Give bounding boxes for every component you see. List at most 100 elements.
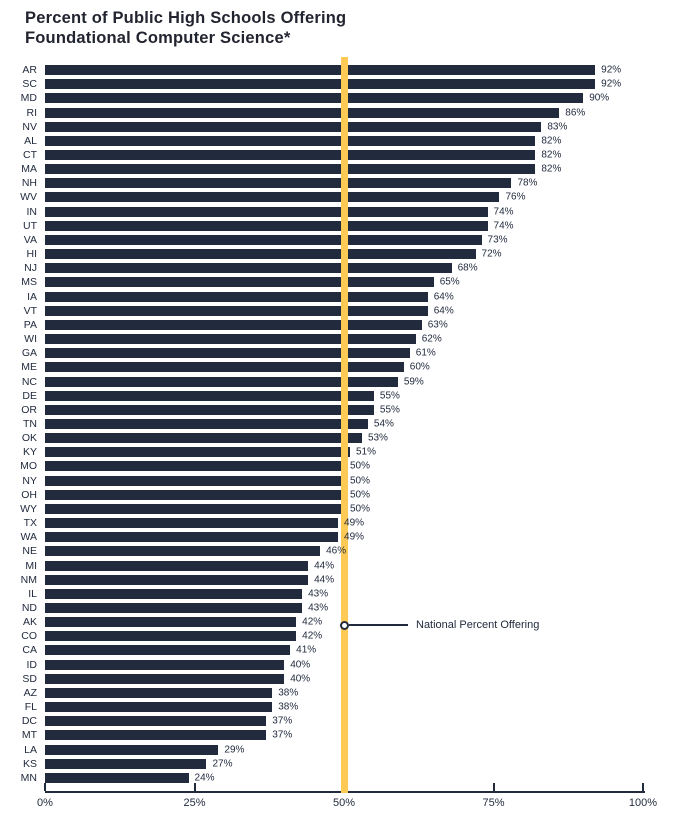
bar-row: MA 82% — [0, 162, 674, 176]
bar — [45, 673, 285, 684]
value-label: 86% — [565, 107, 586, 119]
value-label: 61% — [415, 347, 436, 359]
value-label: 40% — [290, 659, 311, 671]
state-label: MS — [21, 276, 37, 289]
bar-row: DC 37% — [0, 714, 674, 728]
value-label: 24% — [194, 772, 215, 784]
bar-row: MO 50% — [0, 459, 674, 473]
bar-row: LA 29% — [0, 743, 674, 757]
bar-row: KS 27% — [0, 757, 674, 771]
bar-row: WA 49% — [0, 530, 674, 544]
state-label: WY — [20, 502, 37, 515]
bar-row: IL 43% — [0, 587, 674, 601]
value-label: 64% — [433, 305, 454, 317]
bar — [45, 390, 374, 401]
bar — [45, 418, 368, 429]
value-label: 50% — [350, 460, 371, 472]
bar — [45, 645, 291, 656]
bar — [45, 546, 321, 557]
state-label: HI — [26, 248, 38, 261]
value-label: 50% — [350, 489, 371, 501]
bar-row: OK 53% — [0, 431, 674, 445]
bar-row: NJ 68% — [0, 261, 674, 275]
value-label: 43% — [308, 602, 329, 614]
national-percent-reference-line — [340, 57, 348, 793]
state-label: WV — [20, 191, 37, 204]
bar — [45, 206, 488, 217]
bar — [45, 135, 536, 146]
bar-row: VA 73% — [0, 233, 674, 247]
x-axis-tick — [193, 783, 196, 791]
value-label: 49% — [344, 517, 365, 529]
bar — [45, 603, 303, 614]
bar-row: CO 42% — [0, 629, 674, 643]
x-axis-tick-label: 0% — [37, 797, 53, 809]
state-label: NJ — [24, 262, 37, 275]
bar-row: TX 49% — [0, 516, 674, 530]
value-label: 50% — [350, 475, 371, 487]
bar-row: WI 62% — [0, 332, 674, 346]
x-axis-tick — [44, 783, 46, 791]
bar-row: IA 64% — [0, 290, 674, 304]
state-label: TN — [23, 417, 37, 430]
state-label: TX — [23, 517, 37, 530]
state-label: CO — [21, 630, 37, 643]
value-label: 62% — [421, 333, 442, 345]
state-label: NY — [22, 474, 37, 487]
state-label: NE — [22, 545, 37, 558]
bar — [45, 447, 350, 458]
value-label: 43% — [308, 588, 329, 600]
state-label: MI — [25, 559, 37, 572]
bar-row: RI 86% — [0, 105, 674, 119]
state-label: AL — [24, 134, 37, 147]
bar — [45, 65, 596, 76]
bar — [45, 121, 542, 132]
bar — [45, 631, 297, 642]
bar — [45, 659, 285, 670]
value-label: 83% — [547, 121, 568, 133]
bar — [45, 150, 536, 161]
value-label: 29% — [224, 744, 245, 756]
bar-row: ID 40% — [0, 658, 674, 672]
bar — [45, 362, 404, 373]
state-label: CT — [23, 149, 37, 162]
bar-row: ND 43% — [0, 601, 674, 615]
value-label: 51% — [355, 446, 376, 458]
value-label: 82% — [541, 135, 562, 147]
value-label: 92% — [601, 78, 622, 90]
bar-row: AK 42% — [0, 615, 674, 629]
value-label: 27% — [212, 758, 233, 770]
state-label: WI — [24, 333, 37, 346]
state-label: ID — [26, 658, 38, 671]
bar-row: WV 76% — [0, 190, 674, 204]
state-label: OK — [21, 432, 37, 445]
value-label: 92% — [601, 64, 622, 76]
bar — [45, 532, 339, 543]
bar-row: MI 44% — [0, 558, 674, 572]
state-label: NV — [22, 120, 37, 133]
bar — [45, 291, 428, 302]
bar — [45, 560, 309, 571]
value-label: 72% — [481, 248, 502, 260]
value-label: 49% — [344, 531, 365, 543]
state-label: VT — [23, 304, 37, 317]
state-label: GA — [21, 347, 37, 360]
bar — [45, 503, 344, 514]
x-axis-tick-label: 75% — [482, 797, 505, 809]
bar-row: OH 50% — [0, 488, 674, 502]
state-label: OH — [21, 488, 37, 501]
bar — [45, 220, 488, 231]
bar-row: NC 59% — [0, 374, 674, 388]
x-axis-tick — [492, 783, 495, 791]
value-label: 64% — [433, 291, 454, 303]
bar — [45, 617, 297, 628]
value-label: 55% — [379, 390, 400, 402]
value-label: 38% — [278, 701, 299, 713]
bar-row: DE 55% — [0, 389, 674, 403]
bar — [45, 758, 207, 769]
state-label: ND — [21, 602, 37, 615]
state-label: MT — [21, 729, 37, 742]
value-label: 40% — [290, 673, 311, 685]
value-label: 44% — [314, 560, 335, 572]
